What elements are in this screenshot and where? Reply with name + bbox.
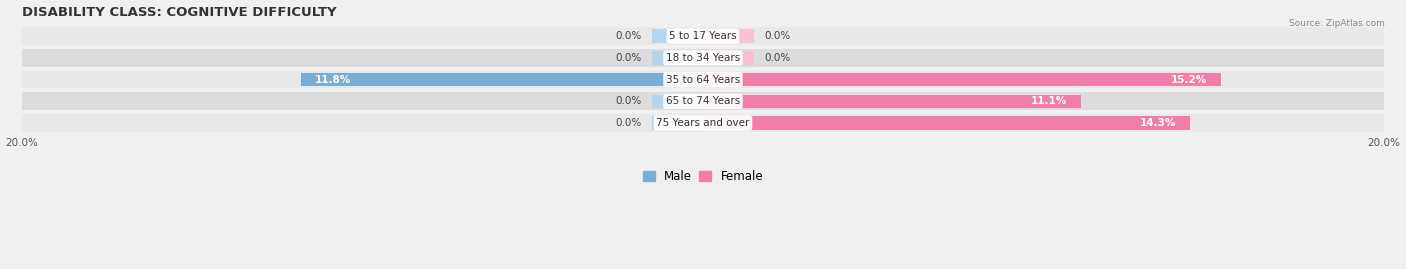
Text: 0.0%: 0.0% [765,31,790,41]
Bar [703,51,754,65]
Legend: Male, Female: Male, Female [638,165,768,188]
Text: 11.8%: 11.8% [315,75,352,84]
Text: 0.0%: 0.0% [616,53,641,63]
Bar [22,71,1384,89]
Text: 11.1%: 11.1% [1031,96,1067,106]
Text: 75 Years and over: 75 Years and over [657,118,749,128]
Bar [703,73,1220,86]
Text: DISABILITY CLASS: COGNITIVE DIFFICULTY: DISABILITY CLASS: COGNITIVE DIFFICULTY [22,6,336,19]
Bar [652,51,703,65]
Bar [22,49,1384,67]
Text: 0.0%: 0.0% [765,53,790,63]
Bar [652,95,703,108]
Text: 14.3%: 14.3% [1140,118,1177,128]
Bar [652,29,703,43]
Bar [22,114,1384,132]
Text: 0.0%: 0.0% [616,31,641,41]
Bar [703,116,1189,130]
Text: 0.0%: 0.0% [616,118,641,128]
Bar [703,29,754,43]
Text: 5 to 17 Years: 5 to 17 Years [669,31,737,41]
Text: Source: ZipAtlas.com: Source: ZipAtlas.com [1289,19,1385,28]
Bar [652,116,703,130]
Text: 65 to 74 Years: 65 to 74 Years [666,96,740,106]
Text: 0.0%: 0.0% [616,96,641,106]
Text: 18 to 34 Years: 18 to 34 Years [666,53,740,63]
Bar [22,27,1384,45]
Bar [703,95,1081,108]
Text: 15.2%: 15.2% [1171,75,1206,84]
Text: 35 to 64 Years: 35 to 64 Years [666,75,740,84]
Bar [301,73,703,86]
Bar [22,93,1384,110]
